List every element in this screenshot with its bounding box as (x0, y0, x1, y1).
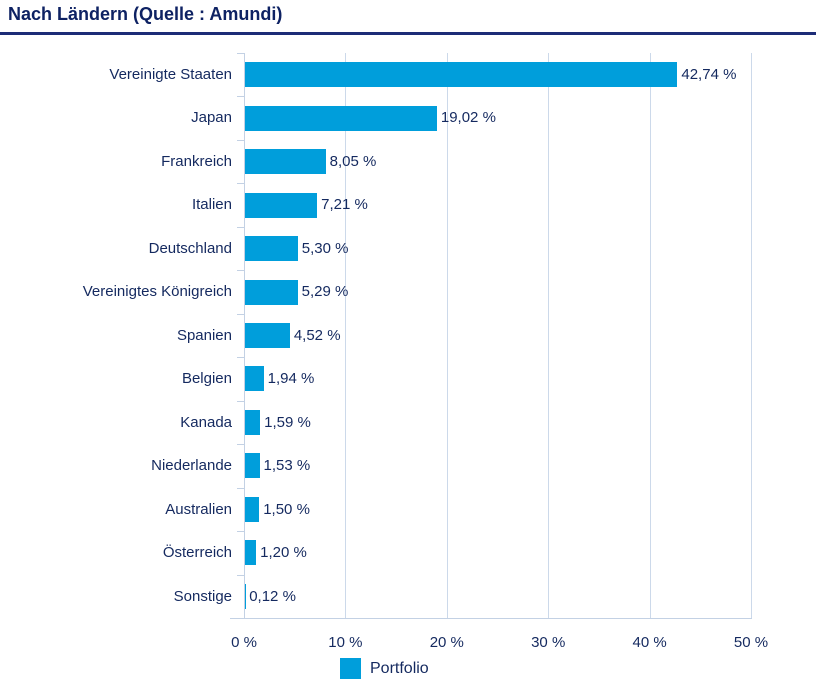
category-label: Australien (165, 500, 232, 518)
value-label: 4,52 % (293, 326, 341, 344)
x-axis-line (230, 618, 752, 619)
x-tick-label: 30 % (531, 634, 566, 651)
value-label: 0,12 % (249, 587, 296, 605)
portfolio-bar (245, 236, 298, 262)
y-axis-tick (237, 313, 244, 315)
portfolio-bar (245, 192, 318, 218)
category-label: Vereinigtes Königreich (82, 283, 232, 301)
value-label: 1,59 % (264, 413, 311, 431)
portfolio-bar (245, 496, 260, 522)
category-label: Frankreich (161, 152, 232, 170)
portfolio-bar (245, 149, 326, 175)
category-label: Italien (191, 196, 232, 214)
category-label: Belgien (181, 370, 232, 388)
category-label: Niederlande (151, 457, 232, 475)
value-label: 8,05 % (329, 152, 377, 170)
y-axis-tick (237, 96, 244, 98)
category-label: Spanien (176, 326, 232, 344)
legend-portfolio-label: Portfolio (370, 659, 429, 677)
gridline (548, 53, 550, 618)
portfolio-bar (245, 409, 261, 435)
portfolio-bar (245, 62, 678, 88)
y-axis-tick (237, 226, 244, 228)
y-axis-tick (237, 444, 244, 446)
portfolio-bar (245, 279, 298, 305)
portfolio-bar (245, 453, 260, 479)
y-axis-tick (237, 531, 244, 533)
gridline (751, 53, 752, 618)
category-label: Japan (191, 109, 232, 127)
portfolio-bar (245, 105, 437, 131)
value-label: 1,20 % (260, 544, 307, 562)
value-label: 42,74 % (681, 66, 737, 83)
x-tick-label: 40 % (632, 634, 667, 651)
value-label: 5,30 % (301, 239, 349, 257)
y-axis-tick (237, 183, 244, 185)
category-label: Kanada (180, 413, 232, 431)
portfolio-bar (245, 323, 290, 348)
y-axis-tick (237, 400, 244, 402)
value-label: 19,02 % (440, 109, 496, 127)
category-label: Sonstige (173, 587, 232, 605)
x-tick-label: 0 % (231, 634, 257, 651)
gridline (446, 53, 448, 618)
x-tick-label: 50 % (733, 634, 769, 651)
chart-title: Nach Ländern (Quelle : Amundi) (8, 4, 283, 24)
value-label: 7,21 % (321, 196, 368, 214)
y-axis-tick (237, 270, 244, 272)
x-tick-label: 10 % (328, 634, 363, 651)
x-tick-label: 20 % (429, 634, 464, 651)
y-axis-line (244, 53, 245, 618)
gridline (345, 53, 347, 618)
y-axis-tick (237, 574, 244, 576)
y-axis-tick (237, 487, 244, 489)
y-axis-tick (237, 53, 244, 54)
category-label: Deutschland (148, 239, 232, 257)
category-label: Vereinigte Staaten (109, 66, 232, 83)
title-underline (0, 32, 816, 35)
value-label: 1,94 % (267, 370, 315, 388)
value-label: 1,53 % (263, 457, 311, 475)
value-label: 5,29 % (301, 283, 349, 301)
category-label: Österreich (162, 544, 232, 562)
value-label: 1,50 % (263, 500, 310, 518)
y-axis-tick (237, 139, 244, 141)
portfolio-bar (245, 366, 264, 392)
portfolio-bar (245, 540, 257, 566)
gridline (649, 53, 651, 618)
y-axis-tick (237, 357, 244, 359)
legend-portfolio-swatch (340, 658, 361, 679)
legend: Portfolio (340, 658, 429, 679)
